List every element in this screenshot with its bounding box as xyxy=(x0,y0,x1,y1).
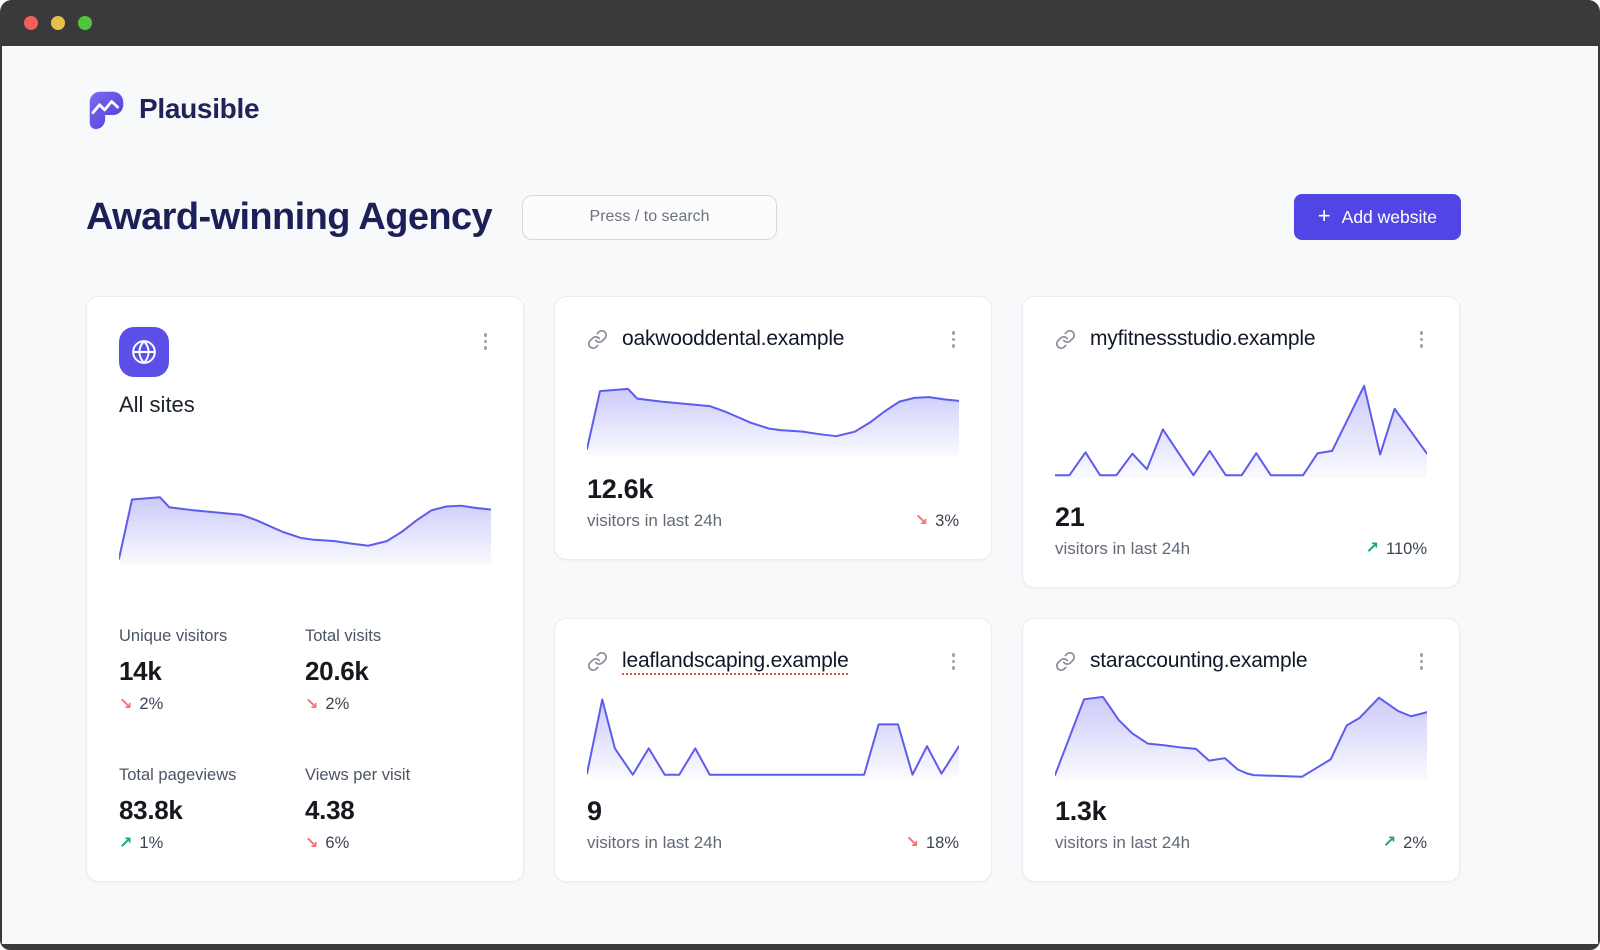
all-sites-stats: Unique visitors 14k ↘ 2% Total visits 20… xyxy=(119,627,491,853)
minimize-window-button[interactable] xyxy=(51,16,65,30)
add-website-button[interactable]: + Add website xyxy=(1293,194,1461,240)
site-sparkline xyxy=(1055,692,1427,780)
stat-value: 4.38 xyxy=(305,795,355,825)
stat-change: 1% xyxy=(139,834,164,852)
site-sparkline xyxy=(1055,378,1427,478)
trend-arrow-icon: ↘ xyxy=(905,834,919,851)
stat-trend: ↘ 2% xyxy=(119,695,305,714)
visitors-change: 110% xyxy=(1386,539,1427,558)
visitors-change: 2% xyxy=(1403,833,1427,852)
site-domain: oakwooddental.example xyxy=(622,327,845,351)
stat-change: 2% xyxy=(325,695,350,713)
stat-value: 20.6k xyxy=(305,656,369,686)
main-grid: All sites Unique visitors 14k ↘ 2% Total… xyxy=(86,296,1461,882)
site-trend: ↘ 3% xyxy=(915,512,959,531)
trend-arrow-icon: ↘ xyxy=(305,695,319,713)
plus-icon: + xyxy=(1317,203,1331,228)
visitors-label: visitors in last 24h xyxy=(587,511,723,530)
stat-value: 14k xyxy=(119,656,162,686)
plausible-logo[interactable]: Plausible xyxy=(86,88,260,129)
kebab-menu-icon xyxy=(951,331,955,335)
link-icon xyxy=(587,329,608,350)
link-icon xyxy=(1055,651,1076,672)
stat-label: Total pageviews xyxy=(119,766,237,784)
link-icon xyxy=(587,651,608,672)
trend-arrow-icon: ↘ xyxy=(305,834,319,852)
brand-wordmark: Plausible xyxy=(139,92,260,124)
kebab-menu-icon xyxy=(951,653,955,657)
page-title: Award-winning Agency xyxy=(86,195,493,238)
all-sites-card[interactable]: All sites Unique visitors 14k ↘ 2% Total… xyxy=(86,296,524,882)
globe-icon xyxy=(119,327,169,377)
card-menu-button[interactable] xyxy=(480,327,492,356)
card-footer: 12.6k visitors in last 24h ↘ 3% xyxy=(587,474,959,531)
site-domain: leaflandscaping.example xyxy=(622,649,849,673)
stat-change: 2% xyxy=(139,695,164,713)
card-footer: 9 visitors in last 24h ↘ 18% xyxy=(587,796,959,853)
site-domain: myfitnessstudio.example xyxy=(1090,327,1316,351)
site-card[interactable]: oakwooddental.example 12.6k visitors in … xyxy=(554,296,992,560)
zoom-window-button[interactable] xyxy=(78,16,92,30)
card-menu-button[interactable] xyxy=(948,647,960,676)
stat-label: Views per visit xyxy=(305,766,411,784)
visitors-value: 21 xyxy=(1055,502,1085,532)
visitors-change: 3% xyxy=(935,511,959,530)
site-card[interactable]: leaflandscaping.example 9 visitors in la… xyxy=(554,618,992,882)
visitors-label: visitors in last 24h xyxy=(587,833,723,852)
stat-block: Views per visit 4.38 ↘ 6% xyxy=(305,766,491,853)
kebab-menu-icon xyxy=(1419,653,1423,657)
site-sparkline xyxy=(587,695,959,777)
site-sparkline xyxy=(587,373,959,455)
stat-trend: ↘ 2% xyxy=(305,695,491,714)
all-sites-sparkline xyxy=(119,481,491,565)
stat-block: Total visits 20.6k ↘ 2% xyxy=(305,627,491,714)
site-trend: ↘ 18% xyxy=(906,834,959,853)
trend-arrow-icon: ↗ xyxy=(1382,834,1397,851)
close-window-button[interactable] xyxy=(24,16,38,30)
trend-arrow-icon: ↗ xyxy=(119,834,133,852)
stat-trend: ↗ 1% xyxy=(119,834,305,853)
card-footer: 1.3k visitors in last 24h ↗ 2% xyxy=(1055,796,1427,853)
card-footer: 21 visitors in last 24h ↗ 110% xyxy=(1055,502,1427,559)
search-input[interactable] xyxy=(522,194,778,240)
visitors-change: 18% xyxy=(925,833,959,852)
site-trend: ↗ 2% xyxy=(1383,834,1427,853)
plausible-logo-icon xyxy=(86,88,127,129)
kebab-menu-icon xyxy=(1419,331,1423,335)
visitors-value: 9 xyxy=(587,796,602,826)
stat-block: Unique visitors 14k ↘ 2% xyxy=(119,627,305,714)
trend-arrow-icon: ↘ xyxy=(119,695,133,713)
stat-trend: ↘ 6% xyxy=(305,834,491,853)
card-menu-button[interactable] xyxy=(1416,325,1428,354)
stat-block: Total pageviews 83.8k ↗ 1% xyxy=(119,766,305,853)
page-header: Award-winning Agency + Add website xyxy=(86,194,1461,240)
card-menu-button[interactable] xyxy=(948,325,960,354)
stat-label: Unique visitors xyxy=(119,627,228,645)
visitors-label: visitors in last 24h xyxy=(1055,833,1191,852)
site-trend: ↗ 110% xyxy=(1366,540,1427,559)
stat-label: Total visits xyxy=(305,627,382,645)
stat-change: 6% xyxy=(325,834,350,852)
site-card[interactable]: myfitnessstudio.example 21 visitors in l… xyxy=(1022,296,1460,588)
visitors-value: 12.6k xyxy=(587,474,654,504)
visitors-value: 1.3k xyxy=(1055,796,1107,826)
card-menu-button[interactable] xyxy=(1416,647,1428,676)
site-card[interactable]: staraccounting.example 1.3k visitors in … xyxy=(1022,618,1460,882)
stat-value: 83.8k xyxy=(119,795,183,825)
site-domain: staraccounting.example xyxy=(1090,649,1308,673)
trend-arrow-icon: ↘ xyxy=(914,512,929,529)
add-website-label: Add website xyxy=(1341,206,1437,227)
page: Plausible Award-winning Agency + Add web… xyxy=(2,46,1598,944)
window-titlebar xyxy=(2,0,1598,46)
link-icon xyxy=(1055,329,1076,350)
kebab-menu-icon xyxy=(483,333,487,337)
all-sites-title: All sites xyxy=(119,392,195,417)
trend-arrow-icon: ↗ xyxy=(1365,540,1380,557)
visitors-label: visitors in last 24h xyxy=(1055,539,1191,558)
